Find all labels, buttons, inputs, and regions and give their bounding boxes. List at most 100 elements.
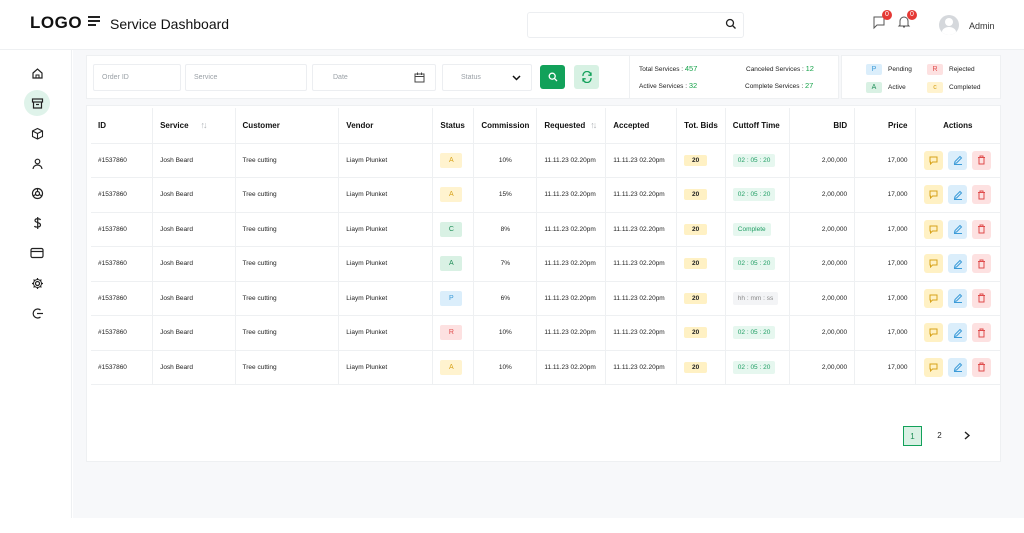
table-row[interactable]: #1537860 Josh Beard Tree cutting Liaym Plun…: [91, 281, 1000, 316]
refresh-button[interactable]: [574, 65, 599, 89]
service-field[interactable]: Service: [185, 64, 307, 91]
sidebar-item-vendors[interactable]: [24, 180, 50, 206]
logout-icon: [32, 307, 43, 319]
table-row[interactable]: #1537860 Josh Beard Tree cutting Liaym Plun…: [91, 246, 1000, 282]
cell-tot-bids: 20: [676, 281, 726, 316]
sidebar-item-logout[interactable]: [24, 300, 50, 326]
date-field-label: Date: [333, 74, 348, 81]
sidebar-item-cards[interactable]: [24, 240, 50, 266]
comment-button[interactable]: [924, 150, 944, 170]
cell-bid: 2,00,000: [789, 177, 856, 213]
table-row[interactable]: #1537860 Josh Beard Tree cutting Liaym Plun…: [91, 177, 1000, 213]
col-requested[interactable]: Requested ↑↓: [536, 108, 607, 144]
comment-icon: [929, 363, 938, 372]
active-services-stat: Active Services : 32: [639, 81, 697, 90]
legend-pending: P Pending: [866, 64, 912, 75]
edit-button[interactable]: [948, 254, 968, 274]
cell-commission: 15%: [473, 177, 538, 213]
sidebar-item-services[interactable]: [24, 90, 50, 116]
services-table-card: ID Service ↑↓ Customer Vendor Status Comm…: [86, 105, 1001, 462]
order-id-field[interactable]: Order ID: [93, 64, 181, 91]
sort-icon[interactable]: ↑↓: [590, 120, 597, 131]
next-page-button[interactable]: [957, 426, 976, 446]
page-1-button[interactable]: 1: [903, 426, 922, 446]
delete-button[interactable]: [972, 357, 992, 377]
delete-button[interactable]: [972, 150, 992, 170]
cell-requested: 11.11.23 02.20pm: [536, 143, 607, 178]
comment-button[interactable]: [924, 254, 944, 274]
col-vendor-label: Vendor: [346, 120, 374, 130]
delete-button[interactable]: [972, 219, 992, 239]
sidebar-item-home[interactable]: [24, 60, 50, 86]
trash-icon: [978, 155, 986, 165]
search-input[interactable]: [527, 12, 744, 38]
col-bid: BID: [789, 108, 856, 144]
comment-button[interactable]: [924, 323, 944, 343]
comment-button[interactable]: [924, 288, 944, 308]
cell-commission: 7%: [473, 246, 538, 282]
edit-button[interactable]: [948, 288, 968, 308]
avatar[interactable]: [939, 15, 959, 35]
filter-bar: Order ID Service Date Status: [86, 55, 699, 99]
bell-notification[interactable]: 0: [897, 10, 917, 32]
active-services-label: Active Services :: [639, 83, 688, 90]
table-row[interactable]: #1537860 Josh Beard Tree cutting Liaym Plun…: [91, 315, 1000, 351]
col-service[interactable]: Service ↑↓: [152, 108, 236, 144]
cell-bid: 2,00,000: [789, 212, 856, 247]
sidebar-item-payments[interactable]: [24, 210, 50, 236]
delete-button[interactable]: [972, 185, 992, 205]
search-icon[interactable]: [725, 18, 737, 30]
sidebar-item-products[interactable]: [24, 120, 50, 146]
col-actions-label: Actions: [943, 120, 973, 130]
cell-actions: [915, 281, 1000, 316]
cell-price: 17,000: [854, 143, 916, 178]
comment-button[interactable]: [924, 219, 944, 239]
edit-button[interactable]: [948, 150, 968, 170]
bids-badge: 20: [684, 223, 708, 235]
message-notification[interactable]: 0: [872, 10, 892, 32]
cell-cutoff: hh : mm : ss: [725, 281, 790, 316]
search-button[interactable]: [540, 65, 565, 89]
cell-status: A: [432, 246, 475, 282]
stats-summary: Total Services : 457 Canceled Services :…: [629, 55, 839, 99]
table-row[interactable]: #1537860 Josh Beard Tree cutting Liaym Plun…: [91, 212, 1000, 247]
cell-service: Josh Beard: [152, 143, 236, 178]
cell-service: Josh Beard: [152, 212, 236, 247]
delete-button[interactable]: [972, 323, 992, 343]
table-row[interactable]: #1537860 Josh Beard Tree cutting Liaym Plun…: [91, 350, 1000, 385]
comment-icon: [929, 156, 938, 165]
edit-button[interactable]: [948, 185, 968, 205]
home-icon: [31, 67, 43, 79]
edit-icon: [953, 294, 962, 304]
edit-icon: [953, 259, 962, 269]
cutoff-timer: 02 : 05 : 20: [732, 257, 776, 271]
cell-tot-bids: 20: [676, 143, 726, 178]
sort-icon[interactable]: ↑↓: [200, 120, 208, 131]
edit-button[interactable]: [948, 219, 968, 239]
comment-button[interactable]: [924, 357, 944, 377]
comment-icon: [929, 328, 938, 338]
cell-actions: [915, 350, 1000, 385]
comment-button[interactable]: [924, 185, 944, 205]
edit-button[interactable]: [948, 323, 968, 343]
cell-commission: 8%: [473, 212, 538, 247]
status-badge: P: [440, 290, 463, 306]
cell-customer: Tree cutting: [235, 143, 340, 178]
table-row[interactable]: #1537860 Josh Beard Tree cutting Liaym Plun…: [91, 143, 1000, 178]
date-field[interactable]: Date: [312, 64, 436, 91]
cell-status: C: [432, 212, 475, 247]
status-select[interactable]: Status: [442, 64, 532, 91]
menu-icon[interactable]: [88, 16, 101, 32]
sidebar-item-users[interactable]: [24, 150, 50, 176]
calendar-icon[interactable]: [414, 72, 425, 83]
delete-button[interactable]: [972, 288, 992, 308]
edit-button[interactable]: [948, 357, 968, 377]
cutoff-timer: 02 : 05 : 20: [732, 360, 776, 374]
status-badge: R: [440, 325, 463, 341]
page-2-button[interactable]: 2: [937, 431, 942, 440]
legend-completed-swatch: c: [927, 82, 943, 93]
delete-button[interactable]: [972, 254, 992, 274]
sidebar-item-settings[interactable]: [24, 270, 50, 296]
admin-name[interactable]: Admin: [969, 21, 995, 31]
cell-accepted: 11.11.23 02.20pm: [605, 350, 678, 385]
